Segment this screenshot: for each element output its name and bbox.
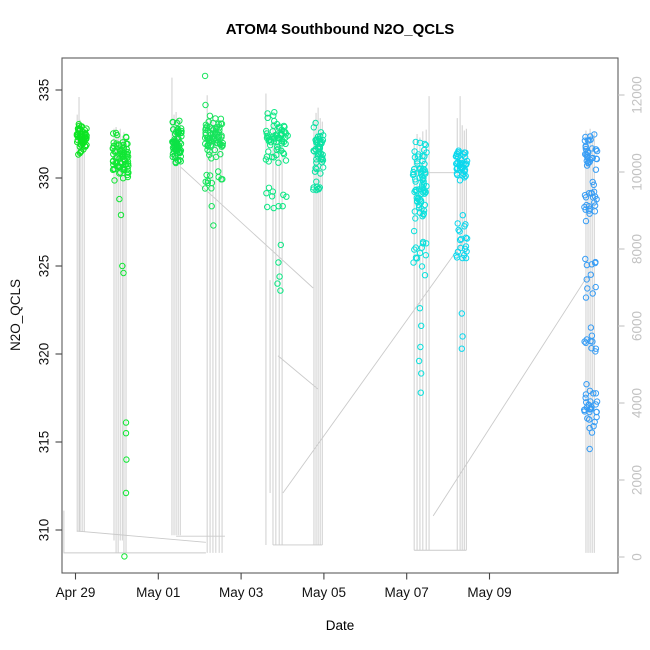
x-axis-label: Date [325,618,355,633]
svg-text:315: 315 [37,431,52,454]
cluster-may01b-points [201,72,227,229]
cluster-may06a-points [409,138,430,396]
svg-text:May 09: May 09 [467,585,511,600]
cluster-apr30-points [109,129,132,560]
svg-text:335: 335 [37,79,52,102]
svg-text:May 01: May 01 [136,585,180,600]
cluster-may06b-points [452,147,471,352]
svg-text:4000: 4000 [630,388,645,418]
left-axis: 310 315 320 325 330 335 N2O_QCLS [8,79,62,542]
svg-text:May 07: May 07 [385,585,429,600]
svg-text:0: 0 [630,553,645,561]
plot-border [61,57,619,574]
svg-text:330: 330 [37,167,52,190]
scatter-points [73,72,601,560]
svg-text:May 05: May 05 [302,585,346,600]
y-axis-label: N2O_QCLS [8,279,23,351]
bottom-axis: Apr 29 May 01 May 03 May 05 May 07 May 09 [56,573,512,600]
svg-text:310: 310 [37,519,52,542]
chart-title: ATOM4 Southbound N2O_QCLS [225,21,455,38]
svg-text:320: 320 [37,343,52,366]
cluster-may01a-points [169,117,185,167]
svg-text:325: 325 [37,255,52,278]
cluster-apr29-points [73,121,90,158]
svg-text:6000: 6000 [630,311,645,341]
right-axis: 0 2000 4000 6000 8000 10000 12000 [618,76,645,561]
svg-text:12000: 12000 [630,76,645,114]
cluster-may03b-points [310,119,327,194]
cluster-may11-points [581,131,601,453]
cluster-may03a-points [262,109,291,294]
svg-text:8000: 8000 [630,234,645,264]
gray-trace [63,77,595,554]
svg-text:10000: 10000 [630,153,645,191]
svg-text:2000: 2000 [630,465,645,495]
svg-text:Apr 29: Apr 29 [56,585,96,600]
svg-text:May 03: May 03 [219,585,263,600]
